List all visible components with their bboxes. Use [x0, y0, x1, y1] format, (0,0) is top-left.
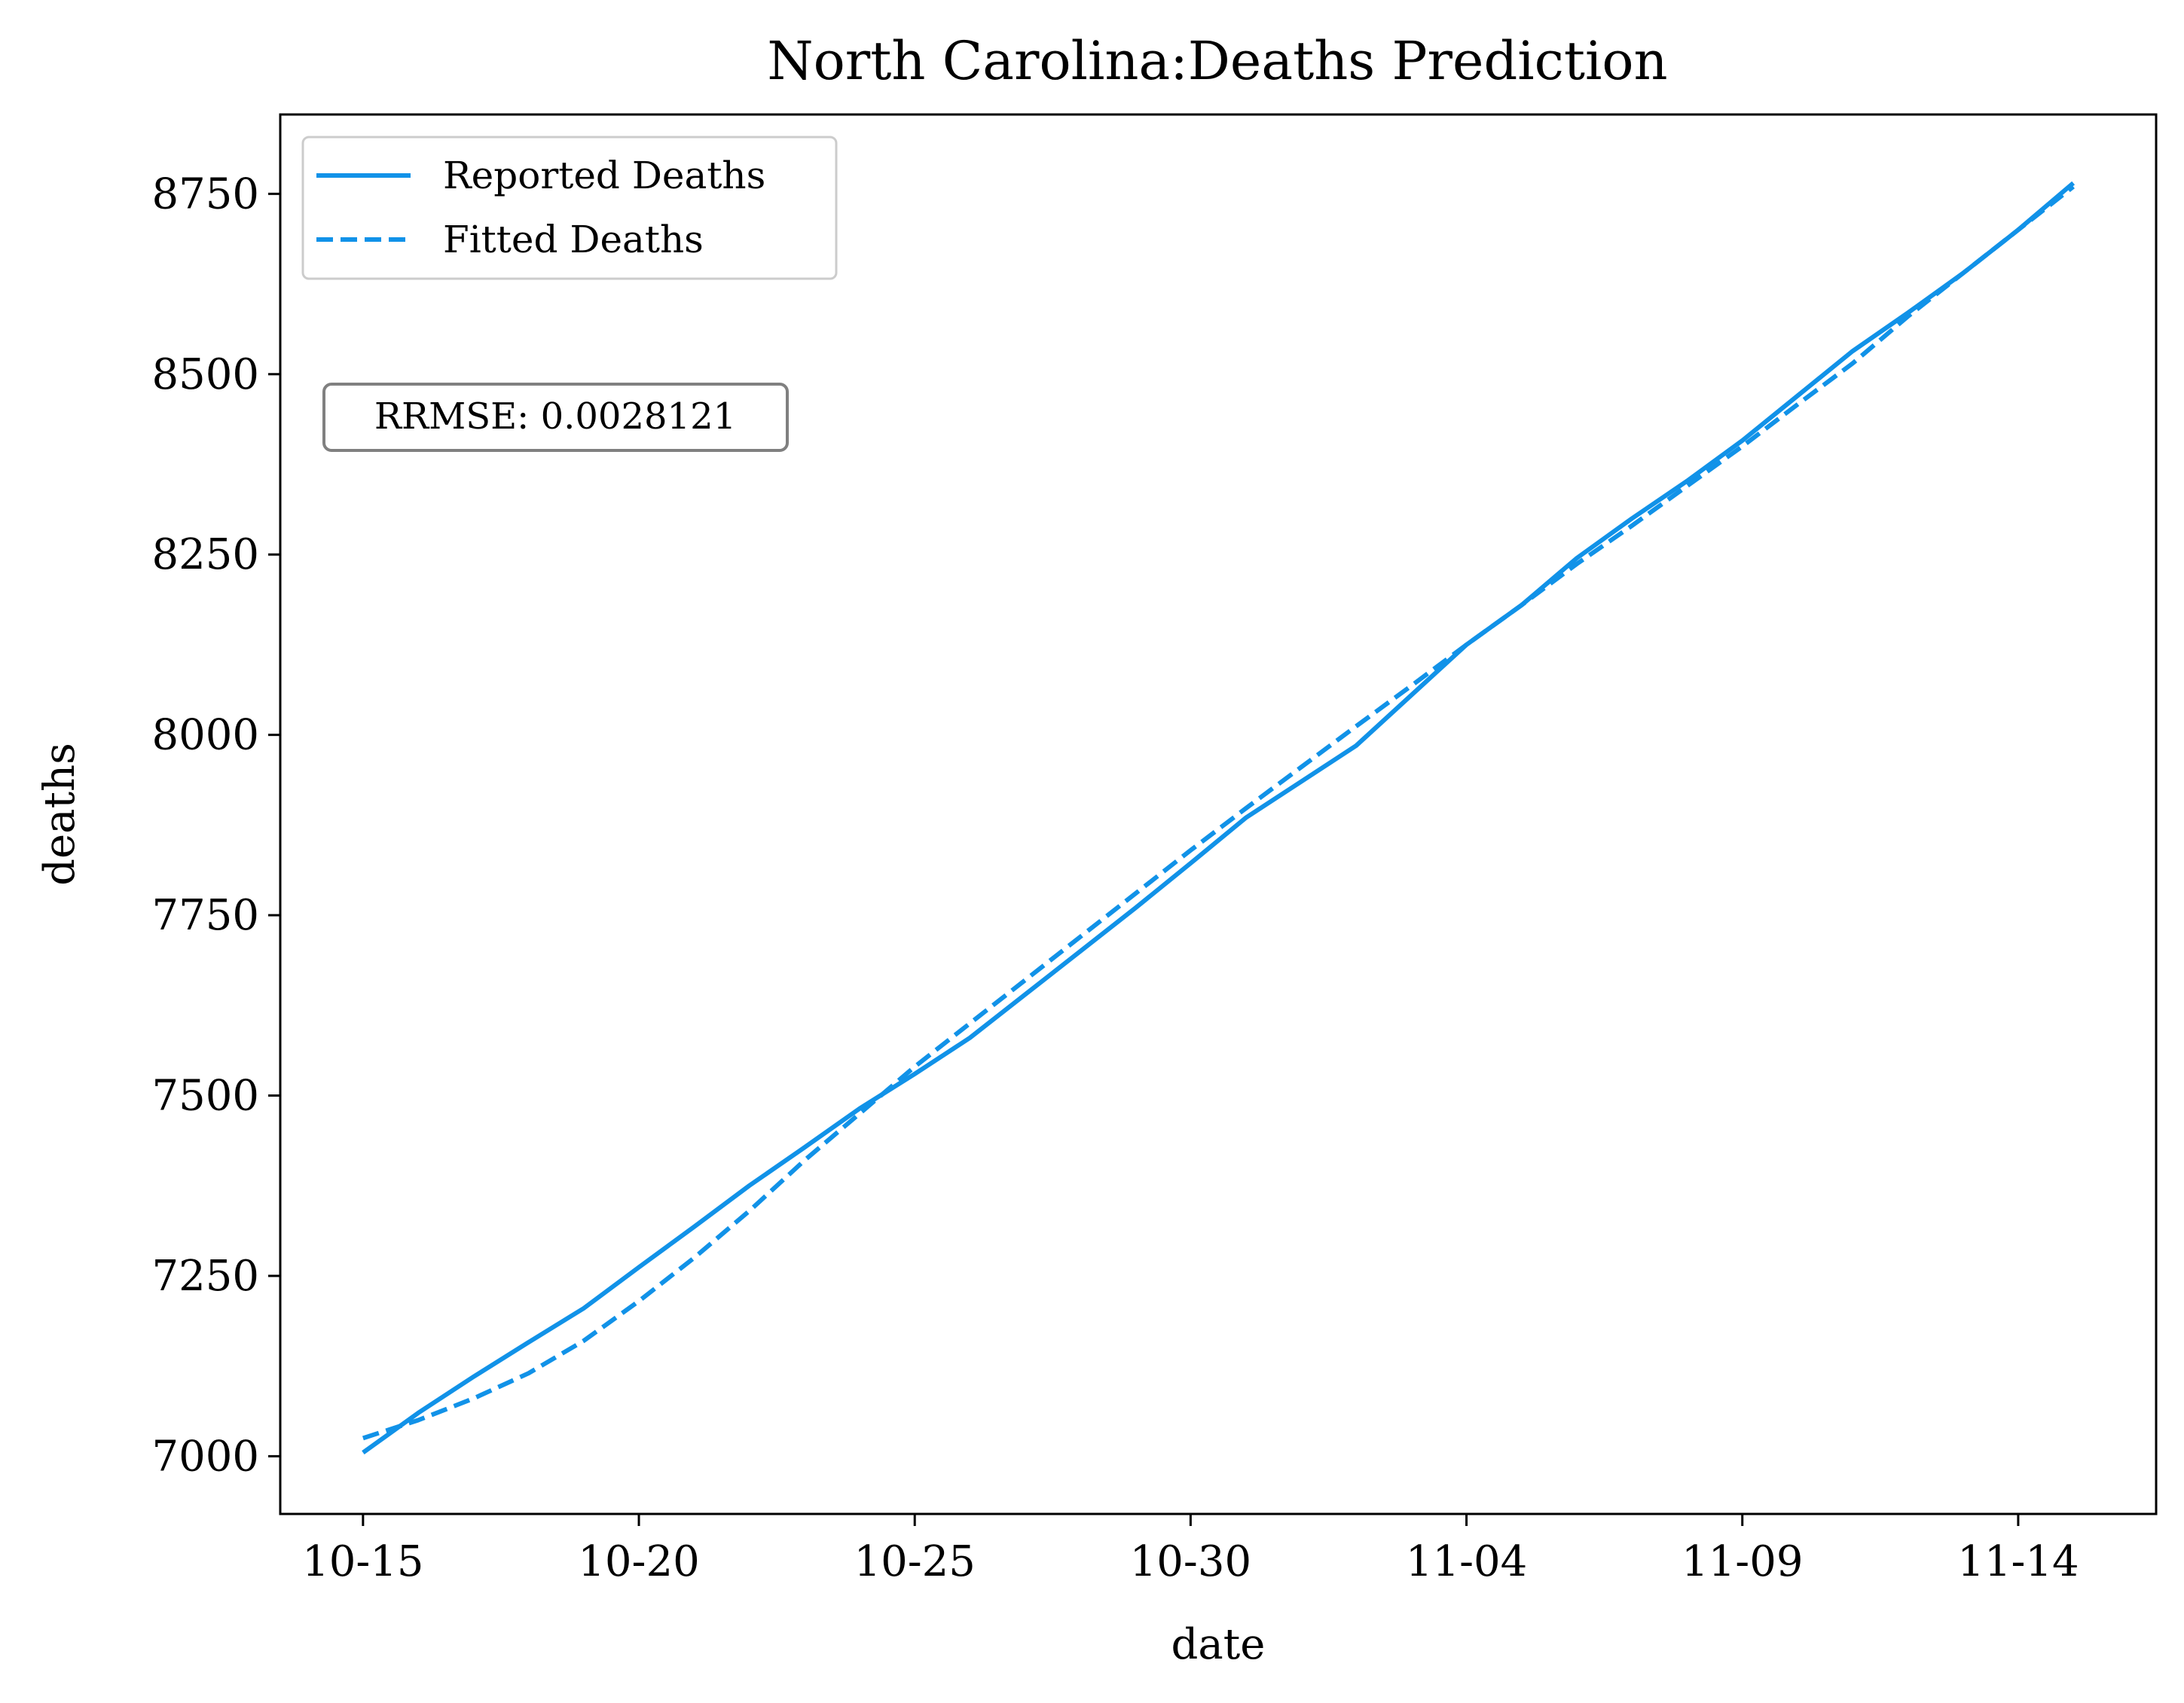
axes-frame — [279, 113, 2158, 1515]
y-tick-label: 8500 — [151, 350, 259, 399]
y-axis: 7000 7250 7500 7750 8000 8250 8500 8750 — [151, 169, 280, 1481]
annotation-box — [322, 383, 789, 452]
y-tick-label: 7750 — [151, 891, 259, 940]
chart-title: North Carolina:Deaths Prediction — [767, 30, 1667, 92]
x-tick-label: 10-15 — [302, 1537, 423, 1586]
x-axis: 10-15 10-20 10-25 10-30 11-04 11-09 11-14 — [302, 1514, 2079, 1586]
y-axis-label: deaths — [35, 743, 84, 886]
x-tick-label: 11-04 — [1406, 1537, 1527, 1586]
series-line-fitted-deaths — [362, 185, 2075, 1441]
legend-label-fitted: Fitted Deaths — [443, 218, 704, 261]
x-tick-label: 11-09 — [1682, 1537, 1803, 1586]
x-tick-label: 10-25 — [854, 1537, 975, 1586]
y-tick-label: 7500 — [151, 1072, 259, 1121]
x-axis-label: date — [1171, 1620, 1266, 1669]
y-tick-label: 8000 — [151, 711, 259, 760]
legend-box — [301, 136, 838, 280]
series-line-reported-deaths — [362, 181, 2076, 1455]
y-tick-label: 7250 — [151, 1252, 259, 1301]
annotation-text: RRMSE: 0.0028121 — [374, 395, 736, 438]
y-tick-label: 8250 — [151, 530, 259, 579]
x-tick-label: 10-30 — [1130, 1537, 1251, 1586]
legend-label-reported: Reported Deaths — [443, 154, 765, 197]
y-tick-label: 8750 — [151, 169, 259, 218]
plot-area — [362, 181, 2076, 1455]
legend: Reported Deaths Fitted Deaths — [301, 136, 838, 280]
x-tick-label: 11-14 — [1957, 1537, 2079, 1586]
rrmse-annotation: RRMSE: 0.0028121 — [322, 383, 789, 452]
y-tick-label: 7000 — [151, 1432, 259, 1481]
x-tick-label: 10-20 — [578, 1537, 699, 1586]
